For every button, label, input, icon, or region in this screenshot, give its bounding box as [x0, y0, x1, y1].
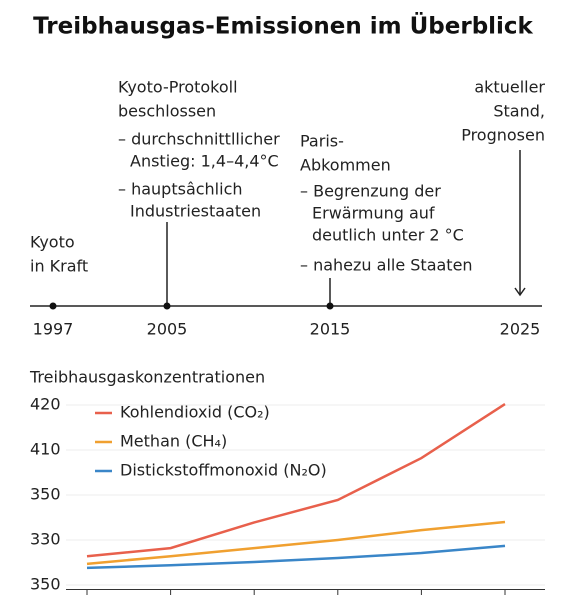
event-note: Anstieg: 1,4–4,4°C	[130, 152, 279, 171]
series-line	[86, 403, 506, 558]
legend-label: Distickstoffmonoxid (N₂O)	[120, 461, 327, 480]
arrow-head	[514, 287, 526, 297]
legend-label: Methan (CH₄)	[120, 432, 227, 451]
page-title: Treibhausgas-Emissionen im Überblick	[33, 12, 533, 40]
event-label: Paris-	[300, 132, 344, 151]
series-line	[86, 520, 506, 566]
series-line	[86, 544, 506, 570]
event-label: beschlossen	[118, 102, 216, 121]
legend-label: Kohlendioxid (CO₂)	[120, 403, 270, 422]
event-label: Kyoto-Protokoll	[118, 78, 238, 97]
event-label: Prognosen	[461, 126, 545, 145]
y-tick-label: 330	[30, 530, 61, 549]
event-note: – Begrenzung der	[300, 182, 441, 201]
event-note: – nahezu alle Staaten	[300, 256, 473, 275]
event-note: deutlich unter 2 °C	[312, 226, 464, 245]
event-note: Industriestaaten	[130, 202, 261, 221]
event-dot	[326, 302, 334, 310]
event-note: – hauptsâchlich	[118, 180, 243, 199]
event-note: Erwärmung auf	[312, 204, 435, 223]
event-label: Stand,	[493, 102, 545, 121]
year-label: 2015	[310, 320, 351, 339]
y-tick-label: 350	[30, 575, 61, 594]
year-label: 2025	[500, 320, 541, 339]
event-label: Kyoto	[30, 233, 75, 252]
event-label: aktueller	[474, 78, 545, 97]
event-note: – durchschnittllicher	[118, 130, 280, 149]
year-label: 1997	[33, 320, 74, 339]
event-dot	[163, 302, 171, 310]
year-label: 2005	[147, 320, 188, 339]
y-tick-label: 350	[30, 485, 61, 504]
y-tick-label: 410	[30, 440, 61, 459]
event-label: Abkommen	[300, 156, 391, 175]
y-tick-label: 420	[30, 395, 61, 414]
event-dot	[49, 302, 57, 310]
event-label: in Kraft	[30, 257, 88, 276]
chart-title: Treibhausgaskonzentrationen	[29, 368, 265, 387]
